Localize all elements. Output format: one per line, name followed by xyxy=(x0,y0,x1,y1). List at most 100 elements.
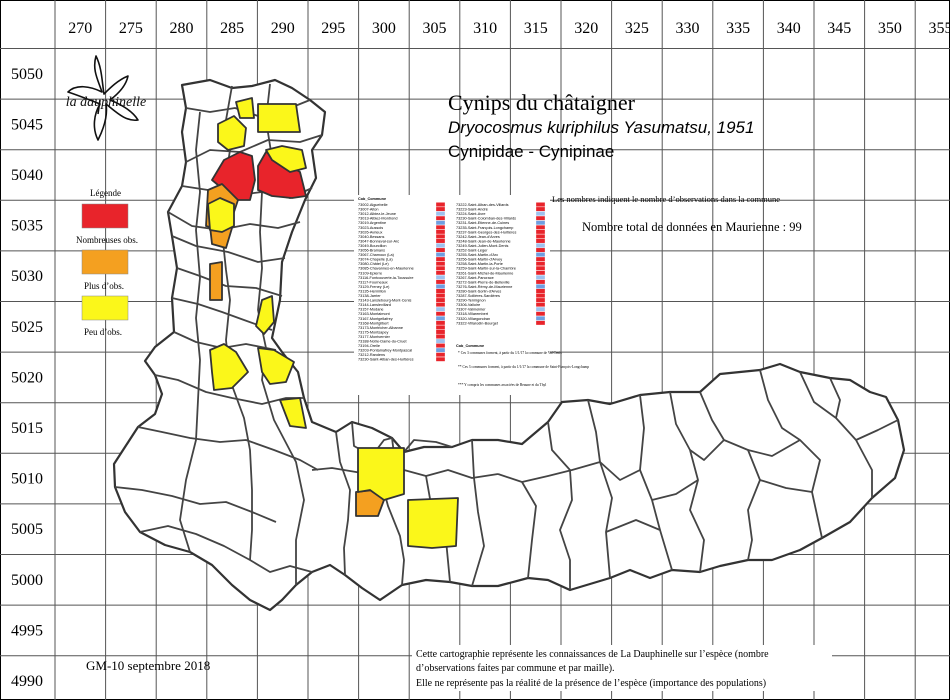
legend-label-red: Nombreuses obs. xyxy=(76,235,138,245)
commune-yellow-4 xyxy=(265,145,307,173)
count-cell xyxy=(535,202,546,207)
table-row: 73249-Saint-Julien-Mont-Denis xyxy=(456,244,508,248)
count-cell xyxy=(435,311,446,317)
count-cell xyxy=(435,202,446,207)
commune-yellow-11 xyxy=(407,497,459,549)
table-row: 73138-Jarrier xyxy=(358,294,381,298)
count-cell xyxy=(535,215,546,221)
table-row: 73224-Saint-Avre xyxy=(456,212,485,216)
table-row: 73023-Aussois xyxy=(358,226,383,230)
table-row: 73049-Bourcillon xyxy=(358,244,387,248)
table-row: 73143-Lanslebourg-Mont-Cenis xyxy=(358,299,412,303)
table-row: 73135-Hermillon xyxy=(358,289,386,293)
table-row: 73231-Saint-Etienne-de-Cuines xyxy=(456,221,509,225)
count-cell xyxy=(435,293,446,298)
region-outline xyxy=(112,78,906,612)
count-cell xyxy=(535,270,546,276)
count-cell xyxy=(435,288,446,294)
table-row: 73177-Montvernier xyxy=(358,335,391,339)
count-cell xyxy=(535,288,546,294)
table-row: 73040-Bessans xyxy=(358,235,384,239)
count-cell xyxy=(435,325,446,330)
table-row: 73144-Lanslevillard xyxy=(358,303,391,307)
count-cell xyxy=(435,338,446,344)
count-cell xyxy=(535,211,546,216)
table-left-column: 73002-Aiguebelle73007-Aiton73012-Albiez-… xyxy=(358,203,414,362)
count-cell xyxy=(435,275,446,280)
table-row: 73194-Orelle xyxy=(358,344,380,348)
y-label: 5040 xyxy=(11,167,43,184)
species-name: Dryocosmus kuriphilus Yasumatsu, 1951 xyxy=(448,118,754,137)
count-cell xyxy=(535,243,546,248)
count-cell xyxy=(435,211,446,216)
table-row: 73116-Fontcouverte-la-Toussuire xyxy=(358,276,413,280)
table-right-counts xyxy=(535,202,546,326)
table-right-column: 73222-Saint-Alban-des-Villards73223-Sain… xyxy=(456,203,516,325)
count-cell xyxy=(535,229,546,235)
table-row: 73248-Saint-Jean-de-Maurienne xyxy=(456,239,511,243)
disclaimer-line-1: Cette cartographie représente les connai… xyxy=(416,649,769,660)
table-row: 73272-Saint-Pierre-de-Belleville xyxy=(456,280,510,284)
x-label: 325 xyxy=(625,20,649,37)
footnote-1: * Ces 3 communes forment, à partir du 1/… xyxy=(458,351,562,356)
table-row: 73322-Villarodin-Bourget xyxy=(456,321,499,325)
count-cell xyxy=(535,320,546,326)
table-row: 73276-Saint-Rémy-de-Maurienne xyxy=(456,285,512,289)
table-row: 73019-Argentine xyxy=(358,221,386,225)
count-cell xyxy=(435,352,446,357)
x-label: 320 xyxy=(574,20,598,37)
table-row: 73242-Saint-Jean-d'Arves xyxy=(456,235,500,239)
table-row: 73026-Avrieux xyxy=(358,230,383,234)
commune-yellow-6 xyxy=(255,295,275,335)
count-cell xyxy=(435,343,446,348)
table-row: 73287-Sollières-Sardières xyxy=(456,294,500,298)
x-label: 350 xyxy=(878,20,902,37)
count-cell xyxy=(535,234,546,239)
count-cell xyxy=(435,206,446,212)
y-axis-labels: 5050 5045 5040 5035 5030 5025 5020 5015 5010 5005… xyxy=(11,66,43,690)
count-cell xyxy=(435,320,446,326)
observation-note: Les nombres indiquent le nombre d’observ… xyxy=(552,194,780,204)
count-cell xyxy=(535,279,546,285)
table-row: 73175-Montsapey xyxy=(358,330,388,334)
table-row: 73307-Valmeinier xyxy=(456,308,486,312)
count-cell xyxy=(435,243,446,248)
count-cell xyxy=(435,261,446,266)
x-label: 310 xyxy=(473,20,497,37)
commune-yellow-5 xyxy=(207,197,235,233)
count-cell xyxy=(435,247,446,253)
table-row: 73252-Saint-Léger xyxy=(456,249,488,253)
legend: Légende Nombreuses obs. Plus d’obs. Peu … xyxy=(76,188,138,337)
table-row: 73261-Saint-Michel-de-Maurienne xyxy=(456,271,513,275)
x-label: 275 xyxy=(119,20,143,37)
count-cell xyxy=(535,306,546,312)
table-row: 73167-Montgellafrey xyxy=(358,317,393,321)
count-cell xyxy=(535,256,546,262)
count-cell xyxy=(535,247,546,253)
table-row: 73320-Villargondran xyxy=(456,317,490,321)
footnote-3: *** Y compris les communes associées de … xyxy=(458,383,546,387)
x-label: 270 xyxy=(68,20,92,37)
y-label: 5045 xyxy=(11,116,43,133)
y-label: 5030 xyxy=(11,268,43,285)
commune-yellow-1 xyxy=(235,97,255,119)
x-label: 295 xyxy=(321,20,345,37)
count-cell xyxy=(535,220,546,226)
commune-table: Cob_Commune 73002-Aiguebelle73007-Aiton7… xyxy=(354,195,589,395)
table-row: 73255-Saint-Martin-d'Arc xyxy=(456,253,498,257)
commune-yellow-8 xyxy=(257,347,295,385)
total-records: Nombre total de données en Maurienne : 9… xyxy=(582,220,802,234)
flower-stem-icon xyxy=(97,99,101,115)
count-cell xyxy=(435,215,446,221)
count-cell xyxy=(535,315,546,321)
map-credit: GM-10 septembre 2018 xyxy=(86,658,210,673)
commune-yellow-10 xyxy=(357,447,405,501)
table-row: 73230-Saint-Colomban-des-Villards xyxy=(456,217,516,221)
legend-label-yellow: Peu d’obs. xyxy=(84,327,122,337)
count-cell xyxy=(435,252,446,257)
count-cell xyxy=(535,265,546,271)
maurienne-region xyxy=(112,78,906,612)
count-cell xyxy=(435,238,446,244)
commune-yellow-3 xyxy=(257,103,301,133)
